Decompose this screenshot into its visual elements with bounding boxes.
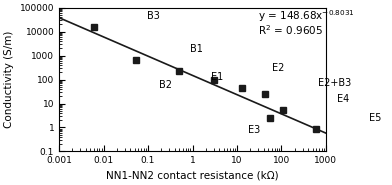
Text: E3: E3 bbox=[248, 125, 260, 135]
Text: B2: B2 bbox=[159, 80, 172, 90]
Text: R$^{2}$ = 0.9605: R$^{2}$ = 0.9605 bbox=[258, 23, 323, 37]
Text: E2+B3: E2+B3 bbox=[318, 78, 351, 88]
Text: E2: E2 bbox=[272, 63, 284, 73]
Text: y = 148.68x$^{-0.8031}$: y = 148.68x$^{-0.8031}$ bbox=[258, 9, 355, 24]
Text: B3: B3 bbox=[147, 11, 160, 21]
X-axis label: NN1-NN2 contact resistance (kΩ): NN1-NN2 contact resistance (kΩ) bbox=[106, 171, 279, 181]
Y-axis label: Conductivity (S/m): Conductivity (S/m) bbox=[4, 31, 14, 128]
Text: E5: E5 bbox=[369, 113, 382, 123]
Text: B1: B1 bbox=[190, 44, 203, 54]
Text: E4: E4 bbox=[337, 94, 349, 104]
Text: E1: E1 bbox=[211, 72, 223, 82]
